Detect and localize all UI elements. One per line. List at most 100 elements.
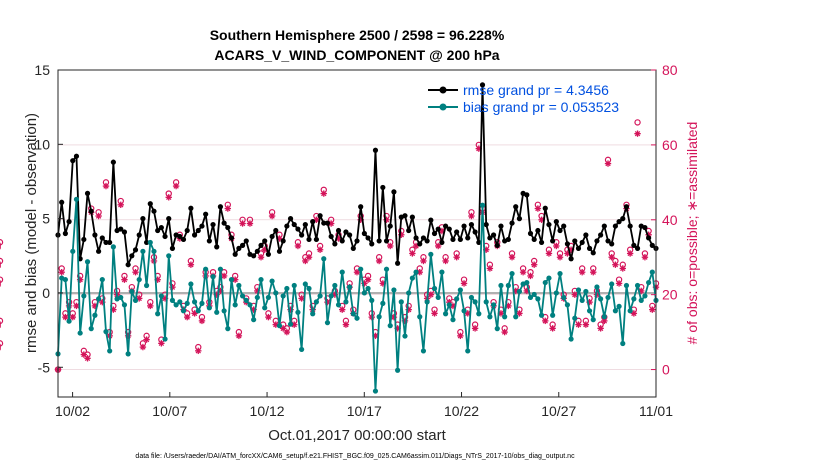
asterisk-stroke [435, 243, 441, 249]
bias-point [81, 293, 87, 299]
asterisk-stroke [468, 213, 475, 219]
asterisk-stroke [376, 258, 382, 264]
obs-assimilated-point [530, 261, 538, 268]
rmse-point [332, 241, 338, 247]
obs-assimilated-point [265, 313, 272, 321]
rmse-point [402, 213, 408, 219]
rmse-point [180, 236, 187, 243]
asterisk-stroke [58, 269, 65, 275]
rmse-point [81, 236, 87, 243]
asterisk-stroke [527, 273, 534, 279]
bias-point [646, 279, 652, 286]
rmse-point [162, 233, 168, 240]
rmse-point [276, 248, 283, 254]
asterisk-stroke [70, 314, 76, 320]
bias-point [99, 276, 105, 283]
bias-point [291, 282, 297, 289]
bias-point [431, 285, 438, 292]
obs-assimilated-point [612, 261, 619, 268]
rmse-point [110, 159, 116, 165]
rmse-point [210, 221, 216, 228]
rmse-point [358, 204, 364, 210]
obs-possible-point [0, 276, 4, 283]
rmse-point [184, 227, 190, 234]
obs-assimilated-point [342, 321, 350, 328]
bias-point [295, 309, 301, 315]
asterisk-stroke [509, 254, 515, 260]
y-axis-right-label: # of obs: o=possible; ∗=assimilated [684, 122, 700, 345]
asterisk-stroke [572, 291, 578, 298]
obs-assimilated-point [604, 160, 612, 167]
rmse-point [214, 244, 220, 250]
rmse-point [103, 239, 109, 246]
rmse-point [88, 208, 94, 214]
rmse-point [335, 227, 342, 234]
rmse-point [299, 232, 305, 238]
rmse-point [538, 239, 545, 246]
obs-assimilated-point [165, 194, 172, 201]
bias-point [147, 239, 153, 246]
obs-possible-point [0, 239, 4, 246]
obs-assimilated-point [95, 212, 102, 220]
bias-point [287, 321, 294, 327]
rmse-point [284, 223, 290, 229]
rmse-point [524, 192, 530, 198]
bias-point [380, 300, 386, 306]
rmse-point [365, 235, 371, 241]
obs-possible-point [0, 317, 4, 325]
bias-point [177, 299, 183, 305]
bias-point [527, 294, 534, 301]
rmse-point [420, 235, 427, 241]
rmse-point [313, 236, 319, 243]
bias-point [535, 296, 541, 302]
rmse-point [169, 245, 176, 251]
obs-assimilated-point [549, 325, 556, 332]
asterisk-stroke [103, 183, 109, 189]
legend-rmse-marker [439, 86, 447, 94]
rmse-point [546, 221, 552, 228]
obs-assimilated-point [460, 280, 468, 287]
rmse-point [188, 205, 194, 211]
rmse-point [324, 220, 331, 226]
asterisk-stroke [590, 269, 596, 275]
bias-point [561, 294, 567, 301]
asterisk-stroke [73, 303, 80, 309]
bias-point [258, 276, 264, 283]
rmse-point [483, 221, 489, 228]
rmse-point [361, 230, 367, 237]
bias-point [531, 291, 537, 298]
bias-point [247, 302, 253, 308]
chart-title: Southern Hemisphere 2500 / 2598 = 96.228… [210, 27, 505, 43]
bias-point [572, 315, 578, 321]
bias-point [376, 314, 382, 320]
asterisk-stroke [232, 276, 238, 283]
rmse-point [590, 250, 596, 256]
asterisk-stroke [158, 340, 165, 347]
rmse-point [92, 232, 98, 238]
rmse-point [62, 230, 68, 237]
asterisk-stroke [339, 306, 345, 313]
y-axis-left-label: rmse and bias (model - observation) [23, 113, 40, 353]
bias-point [557, 271, 563, 277]
rmse-point [428, 217, 434, 223]
obs-assimilated-point [62, 313, 69, 321]
bias-point [173, 302, 179, 308]
bias-point [446, 302, 452, 308]
bias-point [395, 367, 401, 373]
legend-rmse-label: rmse grand pr = 4.3456 [463, 82, 609, 98]
bias-point [642, 293, 648, 299]
bias-point [328, 293, 334, 299]
asterisk-stroke [605, 160, 611, 167]
bias-point [302, 281, 308, 287]
asterisk-stroke [428, 291, 434, 298]
asterisk-stroke [505, 303, 512, 309]
bias-point [424, 299, 430, 305]
rmse-point [125, 262, 131, 268]
asterisk-stroke [531, 262, 537, 268]
x-tick-label: 10/02 [55, 403, 90, 419]
bias-point [361, 290, 367, 296]
bias-point [343, 299, 349, 305]
bias-point [620, 340, 626, 347]
obs-assimilated-point [649, 306, 656, 313]
asterisk-stroke [557, 254, 563, 260]
